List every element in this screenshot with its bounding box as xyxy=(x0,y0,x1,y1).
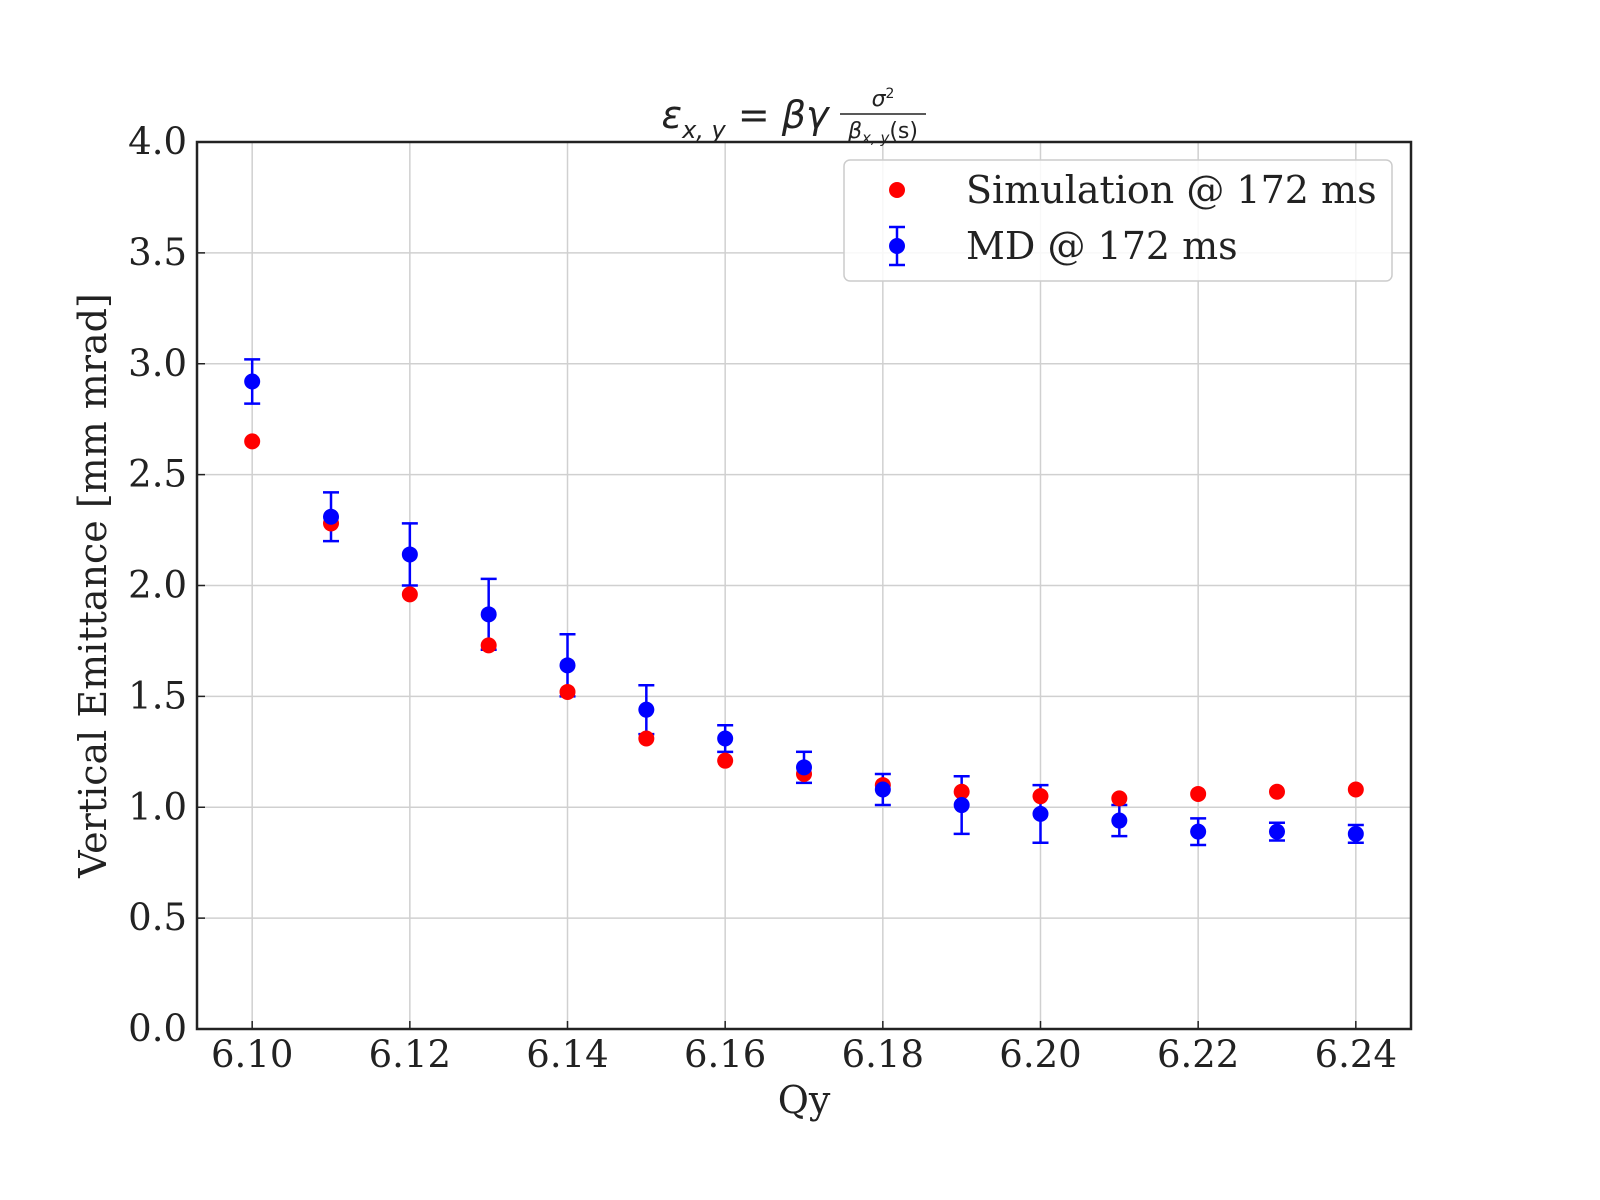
y-tick-label: 0.0 xyxy=(128,1007,187,1050)
title-num-superscript: 2 xyxy=(886,86,895,102)
y-tick-label: 1.0 xyxy=(128,785,187,828)
md-point xyxy=(1268,823,1285,840)
md-point xyxy=(1032,805,1049,822)
md-point xyxy=(638,701,655,718)
md-point xyxy=(323,508,340,525)
x-axis-label: Qy xyxy=(778,1078,831,1122)
simulation-point xyxy=(244,433,261,450)
simulation-point xyxy=(1032,788,1049,805)
simulation-point xyxy=(401,586,418,603)
md-point xyxy=(401,546,418,563)
title-main-subscript: x, y xyxy=(681,116,726,144)
x-tick-label: 6.14 xyxy=(526,1033,608,1076)
title-den-beta: β xyxy=(847,119,862,144)
title-den-subscript: x, y xyxy=(861,129,890,147)
x-tick-label: 6.24 xyxy=(1315,1033,1397,1076)
axis-ticks: 6.10 6.12 6.14 6.16 6.18 6.20 6.22 6.24 0.0 0.5 1.… xyxy=(128,120,1397,1076)
x-tick-label: 6.16 xyxy=(684,1033,766,1076)
md-point xyxy=(874,781,891,798)
md-point xyxy=(953,797,970,814)
simulation-point xyxy=(480,637,497,654)
x-tick-label: 6.20 xyxy=(999,1033,1081,1076)
x-tick-label: 6.18 xyxy=(842,1033,924,1076)
y-axis-label: Vertical Emittance [mm mrad] xyxy=(71,293,115,879)
simulation-point xyxy=(953,783,970,800)
title-num-sigma: σ xyxy=(872,87,887,112)
simulation-point xyxy=(1347,781,1364,798)
legend-box xyxy=(843,159,1393,282)
title-numerator: σ2 xyxy=(872,86,895,112)
x-tick-label: 6.22 xyxy=(1157,1033,1239,1076)
data-points xyxy=(244,373,1364,842)
x-tick-label: 6.12 xyxy=(369,1033,451,1076)
md-point xyxy=(717,730,734,747)
legend-label-simulation: Simulation @ 172 ms xyxy=(966,168,1377,212)
y-tick-label: 2.5 xyxy=(128,453,187,496)
simulation-point xyxy=(1111,790,1128,807)
legend-label-md: MD @ 172 ms xyxy=(966,224,1238,268)
y-tick-label: 0.5 xyxy=(128,896,187,939)
y-tick-label: 3.5 xyxy=(128,231,187,274)
y-tick-label: 2.0 xyxy=(128,564,187,607)
simulation-point xyxy=(1268,783,1285,800)
md-point xyxy=(796,759,812,776)
md-point xyxy=(1190,823,1207,840)
md-point xyxy=(559,657,576,674)
legend: Simulation @ 172 ms MD @ 172 ms xyxy=(843,159,1393,282)
title-denominator: βx, y(s) xyxy=(847,119,918,147)
md-point xyxy=(1111,812,1128,829)
simulation-point xyxy=(638,730,655,747)
md-point xyxy=(244,373,261,390)
title-den-tail: (s) xyxy=(889,119,918,144)
legend-marker-simulation xyxy=(889,182,905,198)
title-equals: = βγ xyxy=(726,93,831,137)
plot-frame xyxy=(195,140,1413,1031)
simulation-point xyxy=(717,752,734,769)
chart-title: εx, y = βγ xyxy=(662,93,831,144)
y-tick-label: 4.0 xyxy=(128,120,187,163)
legend-marker-md xyxy=(889,225,905,267)
y-tick-label: 3.0 xyxy=(128,342,187,385)
title-main: ε xyxy=(662,93,683,137)
simulation-point xyxy=(1190,785,1207,802)
x-tick-label: 6.10 xyxy=(211,1033,293,1076)
simulation-point xyxy=(559,683,576,700)
y-tick-label: 1.5 xyxy=(128,674,187,717)
md-point xyxy=(480,606,497,623)
md-point xyxy=(1347,825,1364,842)
